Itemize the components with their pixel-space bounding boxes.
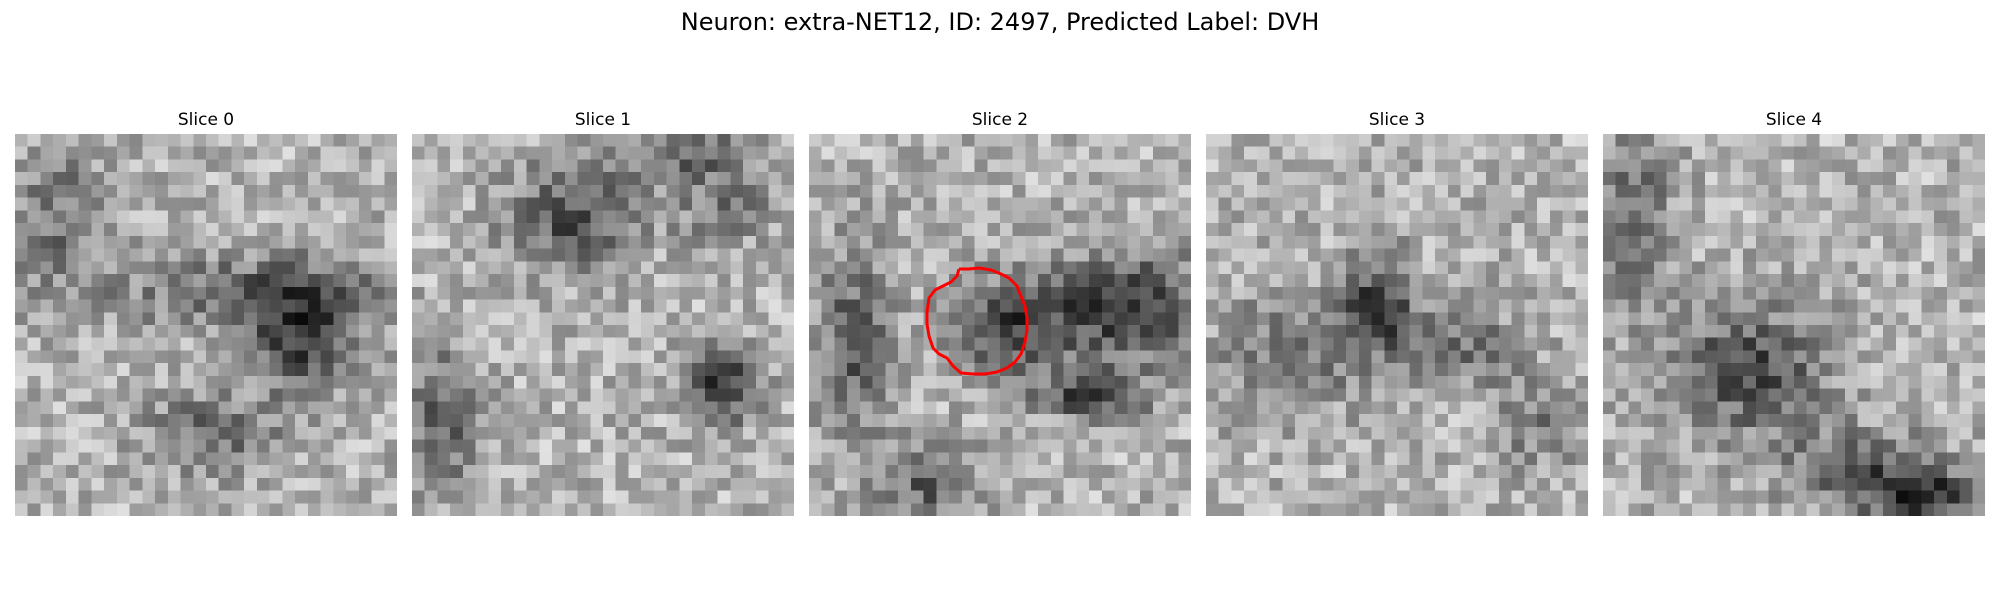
slice-title-1: Slice 1 — [574, 110, 632, 130]
slice-panel-0: Slice 0 — [15, 110, 397, 516]
slice-title-0: Slice 0 — [177, 110, 235, 130]
slice-image-1 — [412, 134, 794, 516]
slice-title-4: Slice 4 — [1765, 110, 1823, 130]
slice-image-4 — [1603, 134, 1985, 516]
slice-panel-2: Slice 2 — [809, 110, 1191, 516]
slice-title-3: Slice 3 — [1368, 110, 1426, 130]
slice-panel-4: Slice 4 — [1603, 110, 1985, 516]
slice-panel-3: Slice 3 — [1206, 110, 1588, 516]
figure-title: Neuron: extra-NET12, ID: 2497, Predicted… — [680, 8, 1320, 36]
slice-image-0 — [15, 134, 397, 516]
slice-image-3 — [1206, 134, 1588, 516]
slice-panel-1: Slice 1 — [412, 110, 794, 516]
slice-image-2 — [809, 134, 1191, 516]
slice-title-2: Slice 2 — [971, 110, 1029, 130]
